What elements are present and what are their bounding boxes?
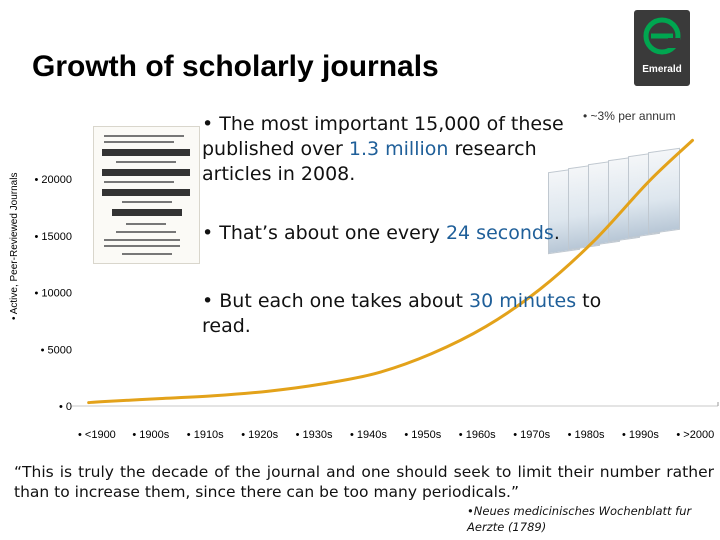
highlight-million: 1.3 million bbox=[348, 138, 449, 160]
y-tick-label: • 20000 bbox=[35, 174, 73, 186]
x-tick-label: • 1920s bbox=[241, 429, 278, 441]
x-tick-label: • 1930s bbox=[296, 429, 333, 441]
y-axis-label: • Active, Peer-Reviewed Journals bbox=[9, 173, 20, 320]
x-tick-label: • 1980s bbox=[568, 429, 605, 441]
highlight-minutes: 30 minutes bbox=[468, 290, 577, 312]
x-tick-label: • 1900s bbox=[132, 429, 169, 441]
x-tick-label: • <1900 bbox=[78, 429, 116, 441]
y-tick-label: • 5000 bbox=[41, 344, 72, 356]
quote-source: •Neues medicinisches Wochenblatt fur Aer… bbox=[467, 504, 692, 534]
logo-text: Emerald bbox=[642, 64, 682, 75]
x-tick-label: • 1950s bbox=[404, 429, 441, 441]
x-tick-label: • 1910s bbox=[187, 429, 224, 441]
x-tick-label: • 1960s bbox=[459, 429, 496, 441]
x-tick-label: • >2000 bbox=[676, 429, 714, 441]
historic-journal-page-image bbox=[93, 126, 200, 264]
highlight-seconds: 24 seconds bbox=[445, 222, 554, 244]
growth-rate-annotation: • ~3% per annum bbox=[583, 109, 676, 123]
series-line bbox=[87, 138, 694, 405]
y-tick-label: • 10000 bbox=[35, 288, 73, 300]
emerald-logo-icon bbox=[643, 17, 681, 55]
x-tick-label: • 1940s bbox=[350, 429, 387, 441]
emerald-logo: Emerald bbox=[634, 10, 690, 86]
page-title: Growth of scholarly journals bbox=[32, 50, 439, 83]
bullet-reading-time: • But each one takes about 30 minutes to… bbox=[202, 290, 602, 337]
x-tick-label: • 1970s bbox=[513, 429, 550, 441]
historic-quote: “This is truly the decade of the journal… bbox=[14, 463, 714, 501]
bullet-articles-published: • The most important 15,000 of these pub… bbox=[202, 113, 564, 185]
x-tick-label: • 1990s bbox=[622, 429, 659, 441]
y-tick-label: • 15000 bbox=[35, 231, 73, 243]
y-tick-label: • 0 bbox=[59, 401, 72, 413]
bullet-every-seconds: • That’s about one every 24 seconds. bbox=[202, 222, 560, 244]
